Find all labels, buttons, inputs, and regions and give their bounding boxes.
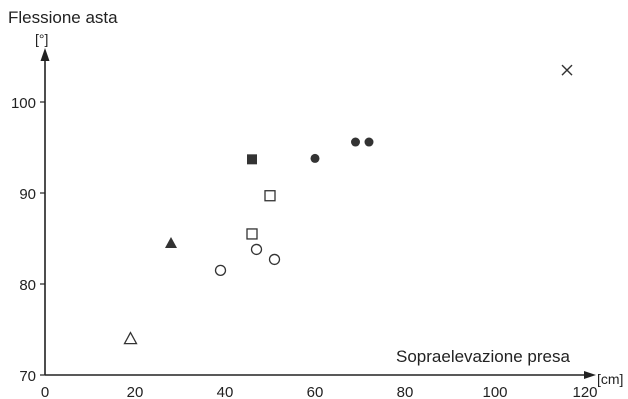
x-tick-label: 0: [41, 384, 49, 399]
data-point-cross: [561, 64, 573, 76]
y-tick-label: 70: [19, 368, 36, 385]
data-point-open-circle: [250, 243, 263, 256]
data-point-filled-circle: [310, 153, 320, 163]
data-point-open-triangle: [123, 331, 138, 345]
data-point-open-circle: [268, 253, 281, 266]
y-axis-unit: [°]: [35, 31, 48, 47]
cross-stroke: [561, 64, 573, 76]
data-point-filled-circle: [351, 137, 360, 147]
data-point-open-circle: [214, 264, 227, 277]
data-point-filled-triangle: [165, 237, 177, 249]
y-tick-label: 90: [19, 186, 36, 203]
x-axis-arrow: [584, 371, 596, 379]
x-tick-label: 60: [307, 384, 324, 399]
x-tick-label: 40: [217, 384, 234, 399]
data-point-open-square: [264, 190, 276, 202]
y-tick-label: 80: [19, 277, 36, 294]
y-tick-label: 100: [11, 95, 36, 112]
x-tick-label: 100: [482, 384, 507, 399]
data-point-open-square: [246, 228, 258, 240]
y-axis-title: Flessione asta: [8, 8, 118, 27]
y-axis-arrow: [40, 48, 50, 61]
x-axis-title: Sopraelevazione presa: [396, 347, 570, 366]
data-point-filled-circle: [364, 137, 374, 147]
x-axis-unit: [cm]: [597, 371, 623, 387]
x-tick-label: 20: [127, 384, 144, 399]
x-tick-label: 120: [572, 384, 597, 399]
data-point-filled-square: [247, 154, 257, 165]
x-tick-label: 80: [397, 384, 414, 399]
